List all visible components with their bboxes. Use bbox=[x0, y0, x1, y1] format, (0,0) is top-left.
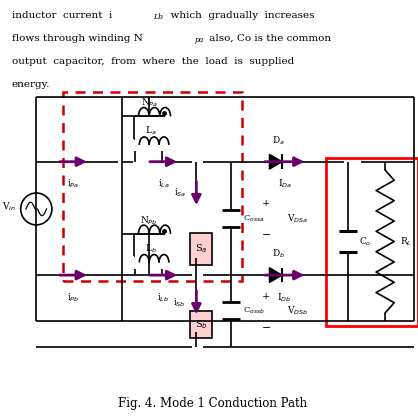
Text: L$_{b}$: L$_{b}$ bbox=[145, 242, 157, 255]
Text: N$_{Pb}$: N$_{Pb}$ bbox=[140, 214, 158, 227]
Bar bbox=[63, 92, 242, 281]
Text: pa: pa bbox=[194, 36, 204, 44]
Text: S$_a$: S$_a$ bbox=[195, 242, 207, 255]
Text: flows through winding N: flows through winding N bbox=[12, 34, 143, 42]
Text: i$_{La}$: i$_{La}$ bbox=[158, 178, 170, 190]
Text: output  capacitor,  from  where  the  load  is  supplied: output capacitor, from where the load is… bbox=[12, 57, 294, 66]
Text: +: + bbox=[262, 199, 270, 208]
Polygon shape bbox=[270, 154, 282, 169]
Text: C$_{ossa}$: C$_{ossa}$ bbox=[243, 213, 264, 223]
Bar bbox=[190, 233, 212, 265]
Text: i$_{Lb}$: i$_{Lb}$ bbox=[158, 291, 170, 304]
Text: also, Co is the common: also, Co is the common bbox=[206, 34, 331, 42]
Bar bbox=[190, 311, 212, 338]
Text: N$_{Pa}$: N$_{Pa}$ bbox=[140, 97, 158, 109]
Text: R$_L$: R$_L$ bbox=[400, 235, 412, 248]
Text: i$_{Sa}$: i$_{Sa}$ bbox=[173, 187, 186, 200]
Text: V$_{DSa}$: V$_{DSa}$ bbox=[287, 212, 308, 225]
Text: C$_{ossb}$: C$_{ossb}$ bbox=[243, 306, 265, 316]
Text: S$_b$: S$_b$ bbox=[194, 318, 207, 331]
Polygon shape bbox=[270, 268, 282, 283]
Text: which  gradually  increases: which gradually increases bbox=[164, 10, 315, 19]
Text: I$_{Da}$: I$_{Da}$ bbox=[278, 178, 292, 190]
Text: V$_{in}$: V$_{in}$ bbox=[2, 201, 16, 213]
Text: I$_{Db}$: I$_{Db}$ bbox=[278, 291, 292, 304]
Text: D$_a$: D$_a$ bbox=[272, 134, 285, 147]
Text: Fig. 4. Mode 1 Conduction Path: Fig. 4. Mode 1 Conduction Path bbox=[118, 396, 307, 410]
Text: −: − bbox=[262, 230, 271, 240]
Text: C$_o$: C$_o$ bbox=[359, 235, 372, 248]
Text: Lb: Lb bbox=[153, 13, 163, 21]
Text: +: + bbox=[262, 291, 270, 301]
Text: energy.: energy. bbox=[12, 80, 50, 89]
Text: V$_{DSb}$: V$_{DSb}$ bbox=[287, 304, 308, 317]
Text: i$_{Pa}$: i$_{Pa}$ bbox=[67, 178, 79, 190]
Text: D$_b$: D$_b$ bbox=[272, 248, 285, 260]
Text: i$_{Sb}$: i$_{Sb}$ bbox=[173, 296, 186, 309]
Text: i$_{Pb}$: i$_{Pb}$ bbox=[67, 291, 79, 304]
Text: L$_{a}$: L$_{a}$ bbox=[145, 125, 157, 137]
Text: −: − bbox=[262, 323, 271, 333]
Text: inductor  current  i: inductor current i bbox=[12, 10, 112, 19]
Bar bbox=[326, 158, 418, 326]
